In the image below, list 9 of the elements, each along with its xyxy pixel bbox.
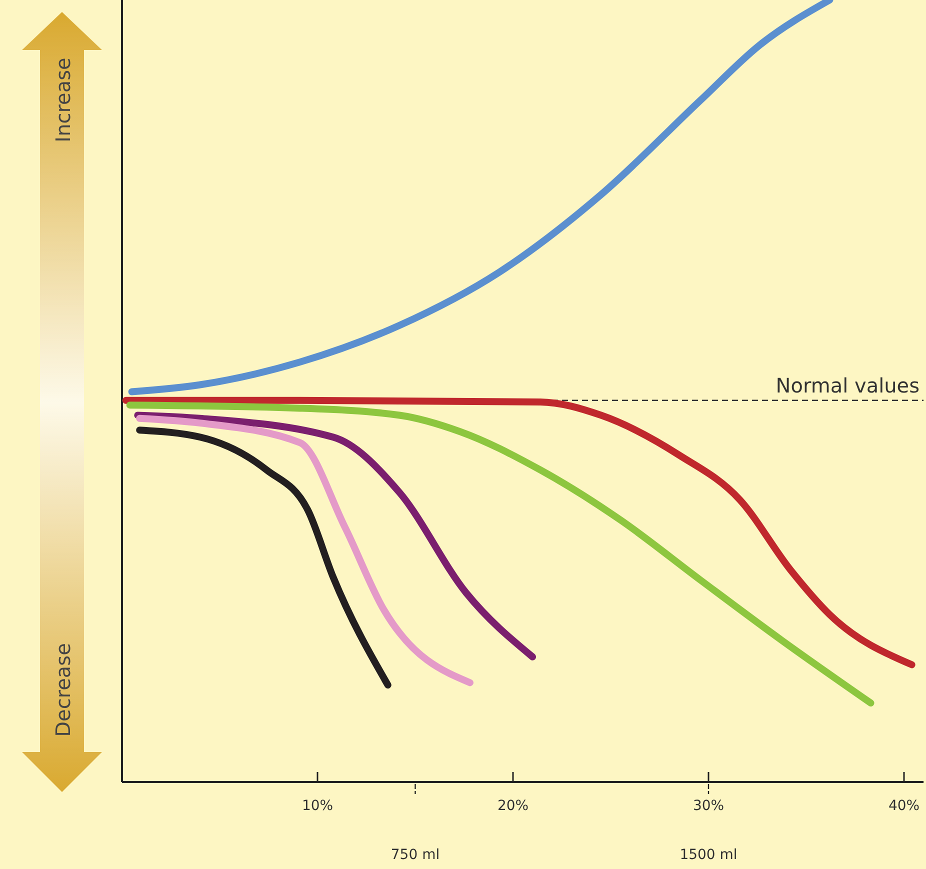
x-tick-label: 30% xyxy=(692,798,724,814)
ref-line-label: Normal values xyxy=(776,373,920,398)
x-tick-label: 40% xyxy=(888,798,920,814)
x-tick-label: 10% xyxy=(302,798,334,814)
x2-tick-label: 750 ml xyxy=(390,847,440,863)
text: Decrease xyxy=(51,643,75,737)
x-tick-label: 20% xyxy=(497,798,529,814)
x2-tick-label: 1500 ml xyxy=(680,847,738,863)
text: Increase xyxy=(51,58,75,142)
